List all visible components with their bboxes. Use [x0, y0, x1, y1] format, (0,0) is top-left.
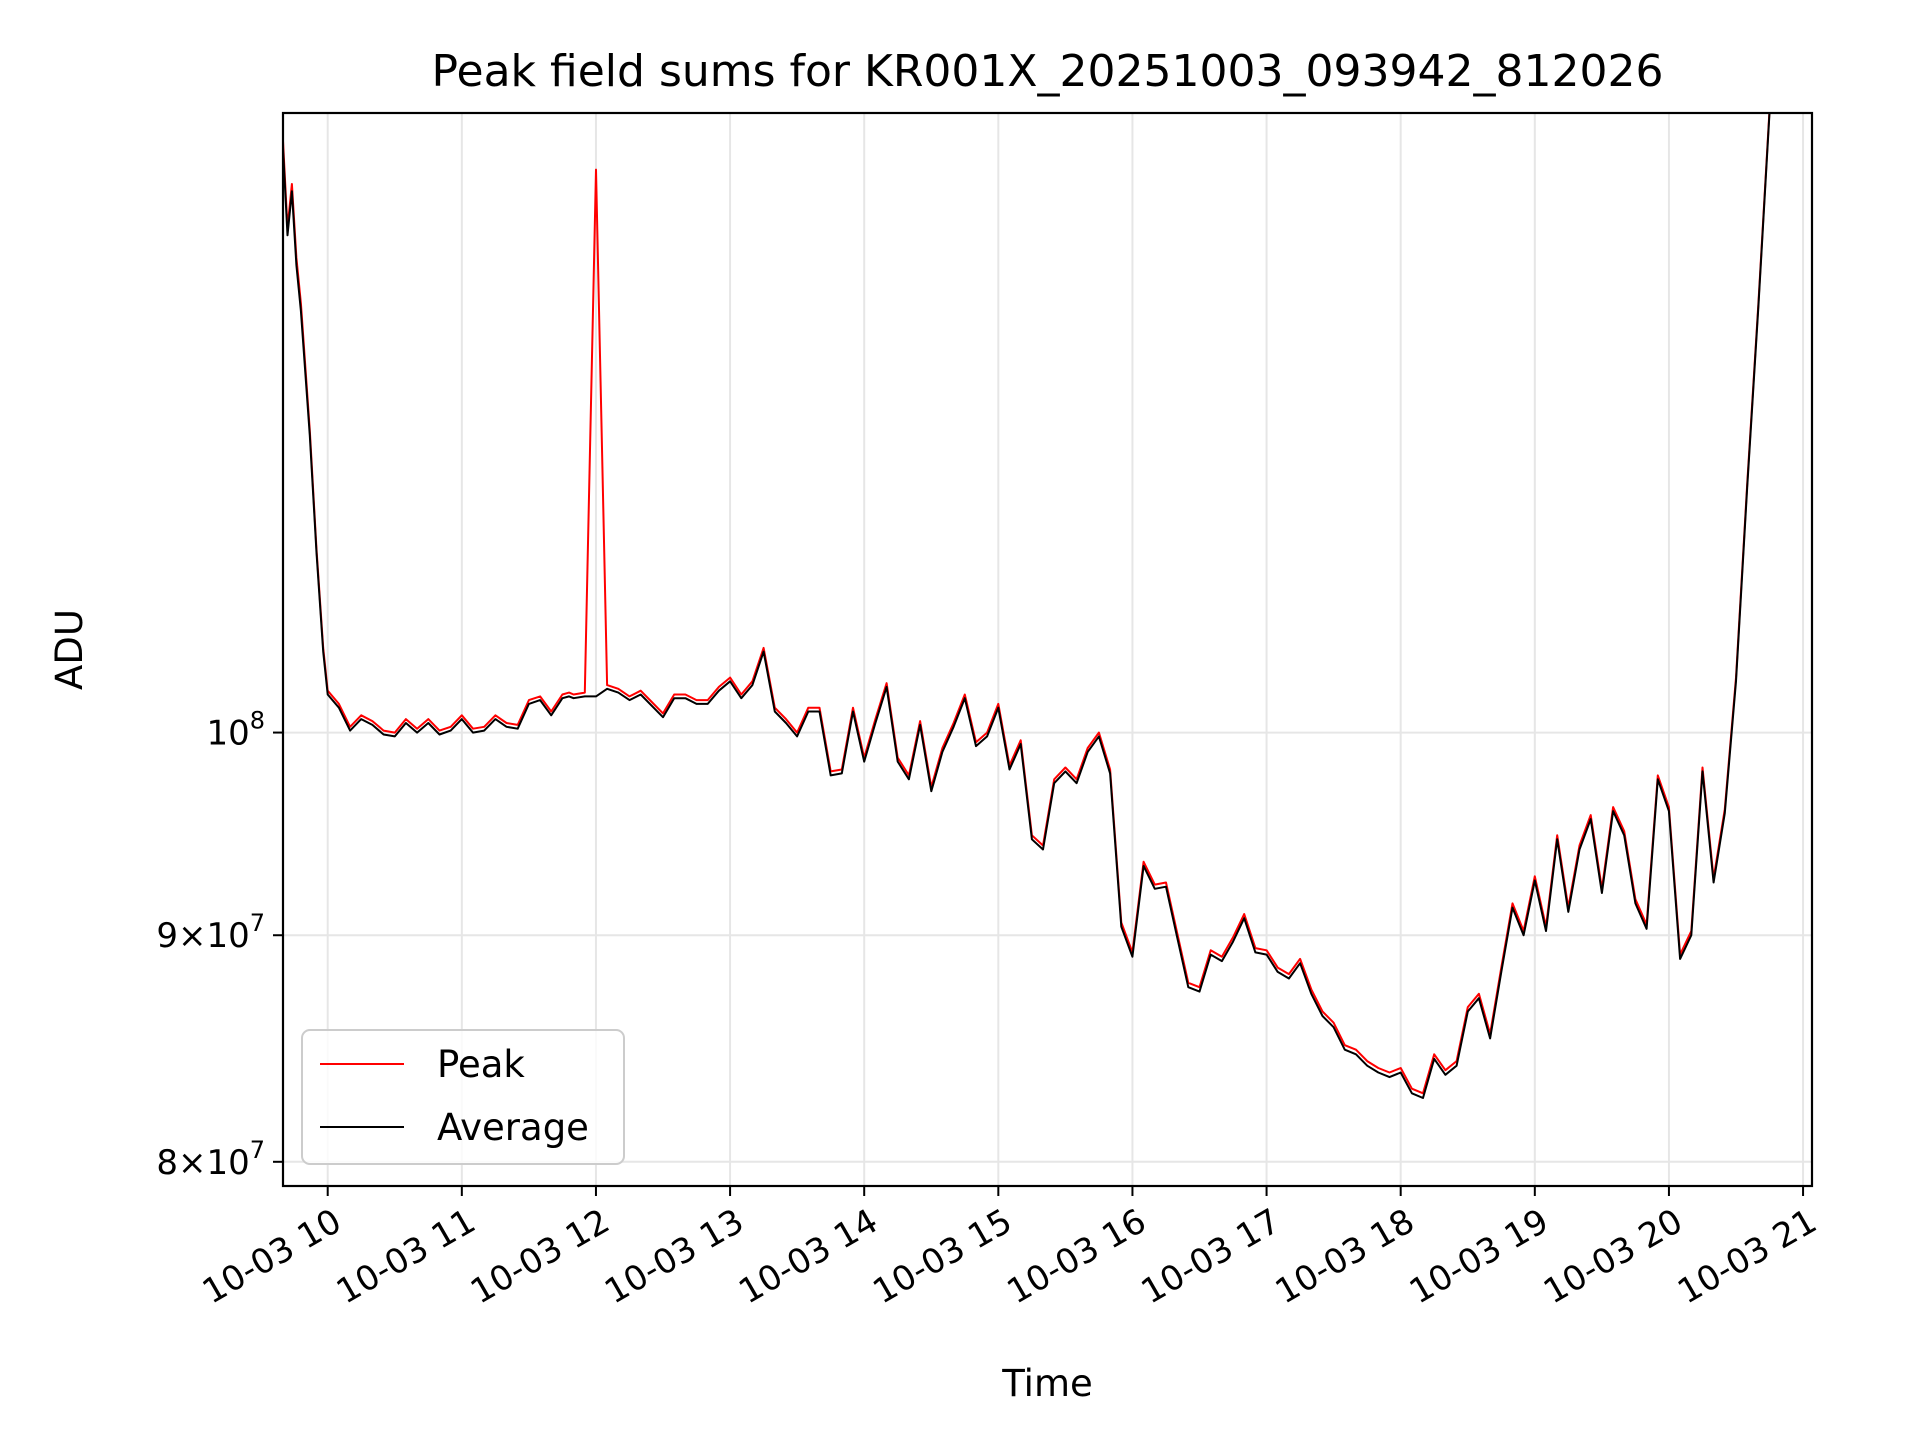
chart-title: Peak field sums for KR001X_20251003_0939…	[432, 46, 1664, 97]
plot-area-frame	[281, 111, 1814, 1188]
grid	[283, 113, 1812, 1186]
y-axis-label: ADU	[48, 609, 91, 690]
series-layer	[283, 113, 1771, 1099]
legend: Peak Average	[301, 1029, 625, 1165]
y-tick-label: 8×107	[156, 1136, 265, 1183]
y-tick-label: 9×107	[156, 909, 265, 956]
series-line-average	[283, 113, 1771, 1099]
series-line-peak	[283, 113, 1771, 1095]
y-axis-ticks: 8×107 9×107 108	[156, 707, 283, 1183]
legend-label-peak: Peak	[437, 1043, 525, 1086]
y-tick-label: 108	[206, 707, 265, 754]
legend-label-average: Average	[437, 1106, 589, 1149]
x-axis-label: Time	[1001, 1362, 1093, 1405]
